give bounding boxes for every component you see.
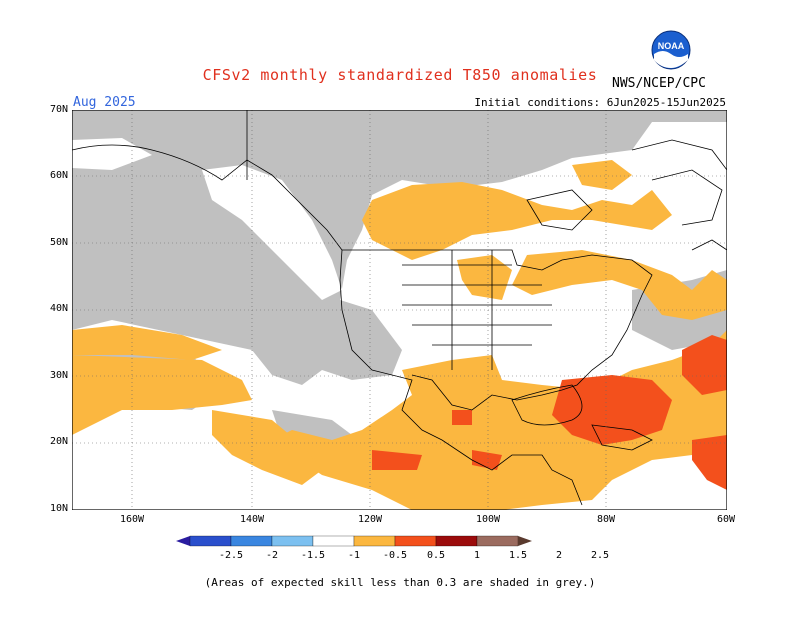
lat-label-70n: 70N <box>49 104 68 115</box>
lon-label-60w: 60W <box>716 514 736 525</box>
lat-label-50n: 50N <box>49 237 68 248</box>
lon-label-140w: 140W <box>239 514 265 525</box>
lon-label-100w: 100W <box>475 514 501 525</box>
colorbar-swatch <box>353 535 396 547</box>
colorbar-swatch <box>394 535 437 547</box>
noaa-logo: NOAA <box>651 30 691 70</box>
colorbar-swatch <box>312 535 355 547</box>
lat-label-10n: 10N <box>49 503 68 514</box>
colorbar-swatch <box>230 535 273 547</box>
lat-label-40n: 40N <box>49 303 68 314</box>
colorbar-arrow-high <box>518 536 532 546</box>
footnote: (Areas of expected skill less than 0.3 a… <box>204 576 596 589</box>
lon-label-160w: 160W <box>119 514 145 525</box>
colorbar-label: 1 <box>474 550 480 561</box>
agency-label: NWS/NCEP/CPC <box>612 76 706 91</box>
forecast-month: Aug 2025 <box>73 95 136 110</box>
colorbar-label: -1 <box>348 550 360 561</box>
colorbar-arrow-low <box>176 536 190 546</box>
colorbar-label: -0.5 <box>383 550 407 561</box>
anomaly-1-areas <box>372 335 727 490</box>
colorbar-label: -1.5 <box>301 550 325 561</box>
anomaly-05-areas <box>72 160 727 510</box>
colorbar-label: 1.5 <box>509 550 527 561</box>
colorbar-swatch <box>271 535 314 547</box>
lon-label-120w: 120W <box>357 514 383 525</box>
colorbar-swatch <box>435 535 478 547</box>
logo-text: NOAA <box>658 41 685 51</box>
colorbar-svg: -2.5 -2 -1.5 -1 -0.5 0.5 1 1.5 2 2.5 <box>176 535 609 561</box>
gridlines <box>72 110 727 510</box>
map-svg <box>71 109 728 511</box>
lat-label-60n: 60N <box>49 170 68 181</box>
lat-label-20n: 20N <box>49 436 68 447</box>
colorbar-swatch <box>189 535 232 547</box>
colorbar-label: 2.5 <box>591 550 609 561</box>
initial-conditions: Initial conditions: 6Jun2025-15Jun2025 <box>474 96 726 109</box>
colorbar-label: -2.5 <box>219 550 243 561</box>
coastlines <box>71 110 728 506</box>
colorbar-label: -2 <box>266 550 278 561</box>
colorbar-label: 2 <box>556 550 562 561</box>
colorbar: -2.5 -2 -1.5 -1 -0.5 0.5 1 1.5 2 2.5 <box>170 532 630 572</box>
chart-title: CFSv2 monthly standardized T850 anomalie… <box>202 66 598 84</box>
colorbar-swatch <box>476 535 519 547</box>
lat-label-30n: 30N <box>49 370 68 381</box>
colorbar-label: 0.5 <box>427 550 445 561</box>
anomaly-map <box>71 109 728 511</box>
lon-label-80w: 80W <box>596 514 616 525</box>
